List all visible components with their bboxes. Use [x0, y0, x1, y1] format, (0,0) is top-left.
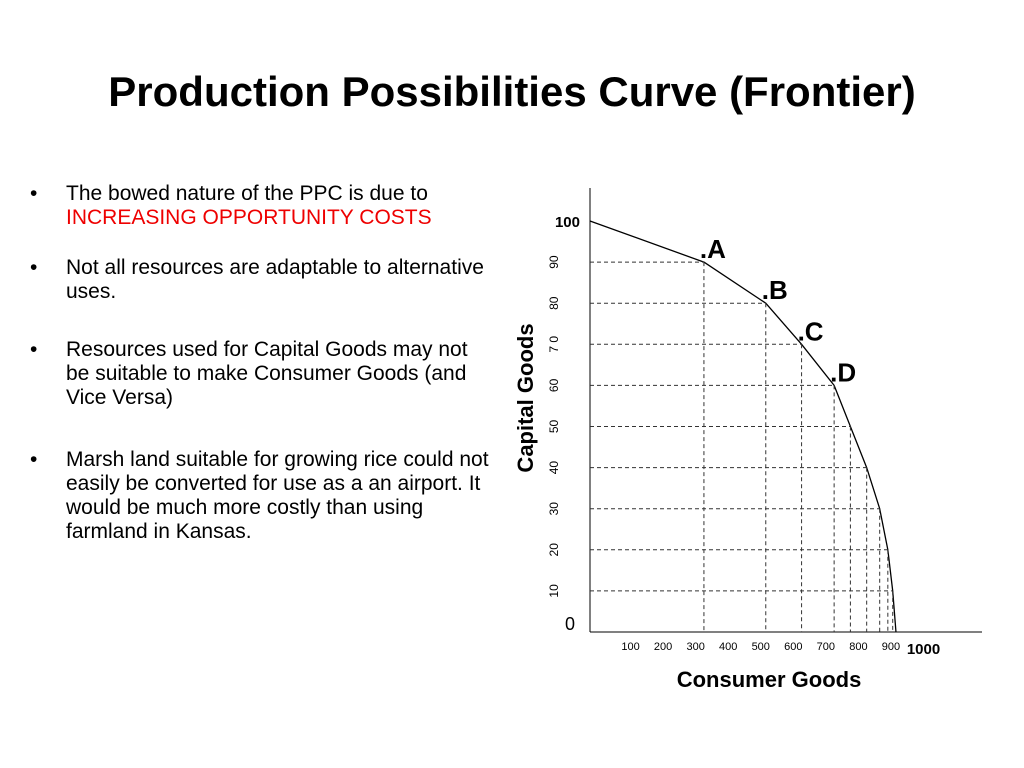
x-tick-label: 100 — [621, 641, 639, 653]
y-tick-label: 20 — [547, 543, 561, 557]
bullet-text: Not all resources are adaptable to alter… — [66, 256, 484, 303]
y-tick-label: 90 — [547, 255, 561, 269]
bullet-text: Marsh land suitable for growing rice cou… — [66, 448, 489, 543]
bullet-highlight: INCREASING OPPORTUNITY COSTS — [66, 206, 432, 229]
origin-label: 0 — [565, 614, 575, 634]
x-tick-label: 900 — [882, 641, 900, 653]
bullet-glyph: • — [30, 182, 38, 205]
x-tick-label: 1000 — [907, 641, 940, 658]
point-label: .D — [830, 357, 856, 387]
x-tick-label: 200 — [654, 641, 672, 653]
y-tick-label: 10 — [547, 584, 561, 598]
y-tick-label: 7 0 — [547, 336, 561, 353]
bullet-item: • Marsh land suitable for growing rice c… — [30, 448, 490, 544]
bullet-glyph: • — [30, 448, 38, 471]
x-axis-title: Consumer Goods — [677, 667, 862, 692]
x-tick-label: 700 — [817, 641, 835, 653]
bullet-item: • Not all resources are adaptable to alt… — [30, 256, 490, 304]
y-tick-label: 30 — [547, 502, 561, 516]
bullet-text: The bowed nature of the PPC is due to — [66, 182, 428, 205]
x-tick-label: 500 — [752, 641, 770, 653]
y-tick-label: 50 — [547, 420, 561, 434]
y-tick-label: 60 — [547, 378, 561, 392]
slide-title: Production Possibilities Curve (Frontier… — [108, 68, 916, 115]
bullet-item: • Resources used for Capital Goods may n… — [30, 338, 490, 410]
point-label: .A — [700, 234, 726, 264]
bullet-glyph: • — [30, 338, 38, 361]
y-tick-label: 40 — [547, 461, 561, 475]
x-tick-label: 300 — [686, 641, 704, 653]
bullet-glyph: • — [30, 256, 38, 279]
bullet-text: Resources used for Capital Goods may not… — [66, 338, 468, 409]
point-label: .B — [762, 275, 788, 305]
bullet-list: • The bowed nature of the PPC is due to … — [30, 182, 490, 544]
x-tick-label: 800 — [849, 641, 867, 653]
y-tick-label: 80 — [547, 296, 561, 310]
ppc-chart: 10 20 30 40 50 60 7 0 80 90 100 100 200 300 400 500 600… — [513, 188, 982, 692]
y-tick-label: 100 — [555, 214, 580, 231]
y-axis-title: Capital Goods — [513, 323, 538, 472]
point-label: .C — [798, 316, 824, 346]
bullet-item: • The bowed nature of the PPC is due to … — [30, 182, 490, 230]
x-tick-label: 600 — [784, 641, 802, 653]
x-tick-label: 400 — [719, 641, 737, 653]
